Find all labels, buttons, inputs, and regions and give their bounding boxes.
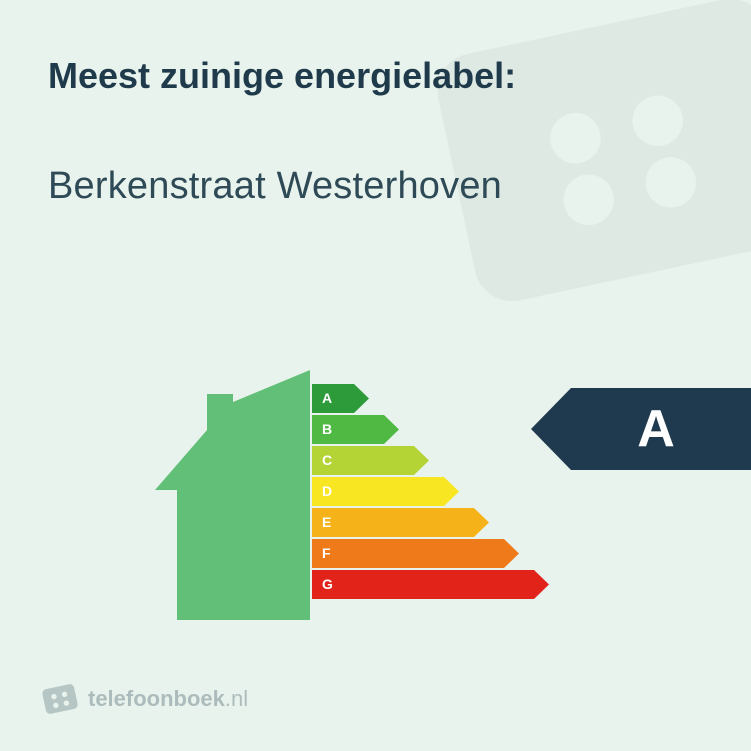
rating-badge: A — [531, 388, 751, 470]
house-icon — [155, 370, 310, 620]
brand-name-bold: telefoonboek — [88, 686, 225, 711]
bar-label: E — [322, 508, 331, 537]
footer-text: telefoonboek.nl — [88, 686, 248, 712]
book-icon — [39, 678, 82, 721]
bar-label: A — [322, 384, 332, 413]
footer-brand: telefoonboek.nl — [42, 681, 248, 717]
bar-label: B — [322, 415, 332, 444]
bar-label: D — [322, 477, 332, 506]
energy-label-chart: ABCDEFG — [155, 370, 595, 630]
page-title: Meest zuinige energielabel: — [48, 55, 516, 97]
bar-label: C — [322, 446, 332, 475]
bar-label: F — [322, 539, 331, 568]
location-subtitle: Berkenstraat Westerhoven — [48, 165, 502, 208]
bar-label: G — [322, 570, 333, 599]
brand-name-tld: .nl — [225, 686, 248, 711]
rating-letter: A — [531, 388, 751, 470]
